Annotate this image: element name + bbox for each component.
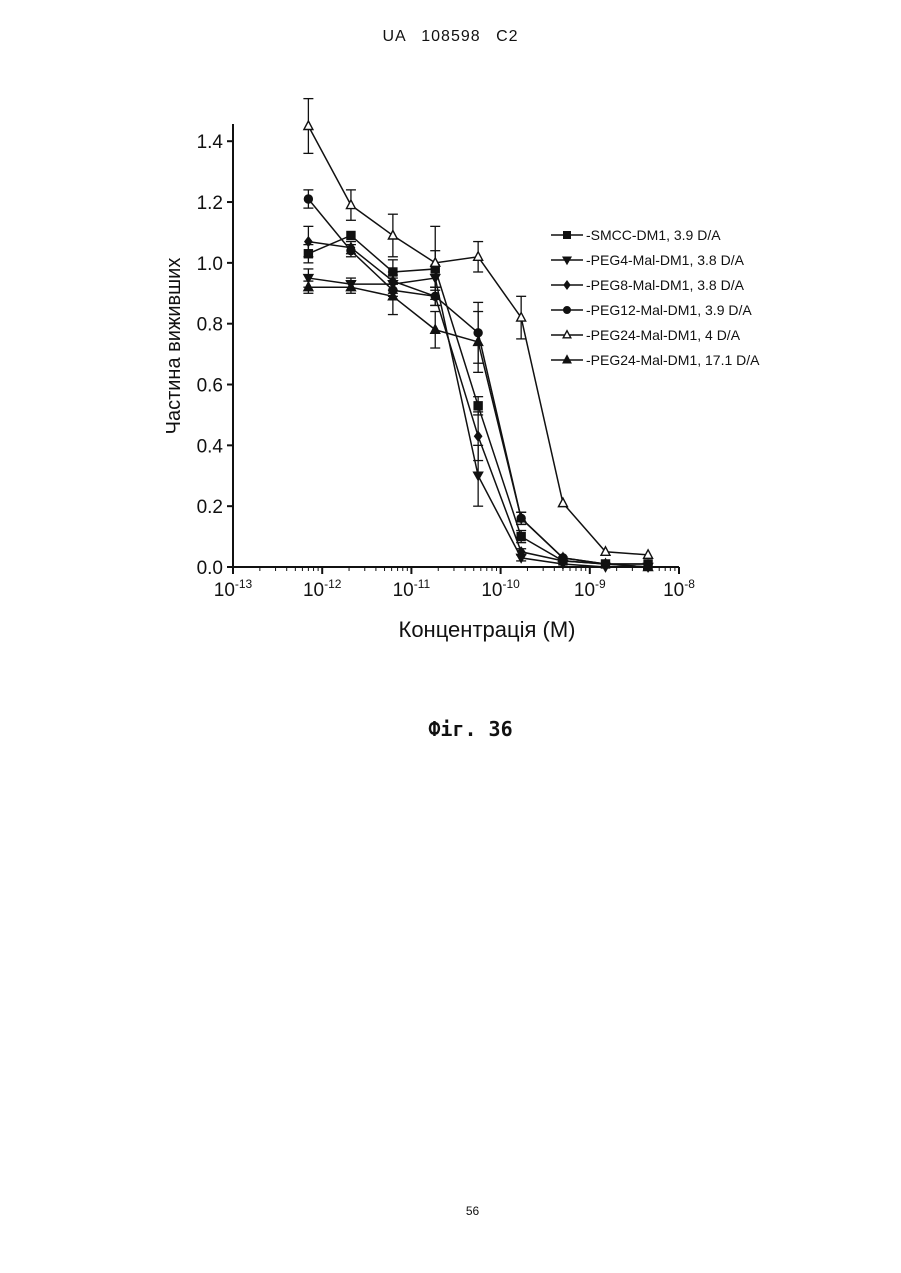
y-tick-label: 1.2	[197, 193, 223, 214]
x-tick-label: 10-12	[303, 577, 342, 601]
x-tick-label: 10-13	[214, 577, 253, 601]
legend-label: -PEG12-Mal-DM1, 3.9 D/A	[586, 302, 752, 318]
marker-triangle-up	[388, 230, 397, 239]
marker-triangle-up	[563, 356, 571, 363]
legend-item-6: -PEG24-Mal-DM1, 17.1 D/A	[551, 352, 760, 368]
x-tick-label: 10-10	[481, 577, 520, 601]
y-tick-label: 0.0	[197, 558, 223, 579]
marker-triangle-down	[563, 257, 571, 264]
y-tick-label: 1.4	[197, 132, 224, 153]
marker-square	[474, 402, 482, 410]
marker-circle	[347, 247, 355, 255]
legend-item-1: -SMCC-DM1, 3.9 D/A	[551, 227, 721, 243]
figure-caption: Фіг. 36	[0, 717, 901, 741]
marker-circle	[564, 307, 571, 314]
legend-label: -PEG4-Mal-DM1, 3.8 D/A	[586, 252, 745, 268]
marker-triangle-up	[474, 252, 483, 260]
legend-item-2: -PEG4-Mal-DM1, 3.8 D/A	[551, 252, 745, 268]
marker-triangle-up	[431, 325, 440, 334]
legend-label: -SMCC-DM1, 3.9 D/A	[586, 227, 721, 243]
y-tick-label: 0.6	[197, 376, 223, 397]
marker-square	[564, 232, 571, 239]
chart-legend: -SMCC-DM1, 3.9 D/A -PEG4-Mal-DM1, 3.8 D/A…	[551, 227, 760, 368]
marker-triangle-up	[304, 121, 313, 130]
x-tick-label: 10-8	[663, 577, 695, 601]
y-tick-label: 0.2	[197, 497, 223, 518]
marker-circle	[304, 195, 312, 203]
legend-item-5: -PEG24-Mal-DM1, 4 D/A	[551, 327, 741, 343]
legend-item-4: -PEG12-Mal-DM1, 3.9 D/A	[551, 302, 752, 318]
marker-triangle-up	[346, 200, 355, 209]
y-tick-label: 0.8	[197, 315, 223, 336]
marker-diamond	[475, 432, 482, 441]
y-tick-label: 0.4	[197, 436, 224, 457]
marker-diamond	[564, 281, 570, 289]
x-axis-label: Концентрація (М)	[399, 617, 576, 642]
marker-square	[517, 533, 525, 541]
legend-label: -PEG24-Mal-DM1, 17.1 D/A	[586, 352, 760, 368]
chart-axes	[233, 124, 679, 567]
legend-item-3: -PEG8-Mal-DM1, 3.8 D/A	[551, 277, 745, 293]
x-tick-label: 10-9	[574, 577, 606, 601]
x-tick-label: 10-11	[393, 577, 431, 601]
legend-label: -PEG8-Mal-DM1, 3.8 D/A	[586, 277, 745, 293]
marker-triangle-up	[563, 331, 571, 338]
y-axis-label: Частина виживших	[163, 258, 185, 435]
legend-label: -PEG24-Mal-DM1, 4 D/A	[586, 327, 741, 343]
marker-triangle-down	[474, 472, 483, 480]
marker-square	[347, 231, 355, 239]
page-number: 56	[0, 1204, 901, 1218]
y-tick-label: 1.0	[197, 254, 223, 275]
marker-triangle-up	[558, 498, 567, 507]
survival-chart: 0.0 0.2 0.4 0.6 0.8 1.0 1.2 1.4 10-13 10-12 10-11 1…	[0, 0, 901, 700]
